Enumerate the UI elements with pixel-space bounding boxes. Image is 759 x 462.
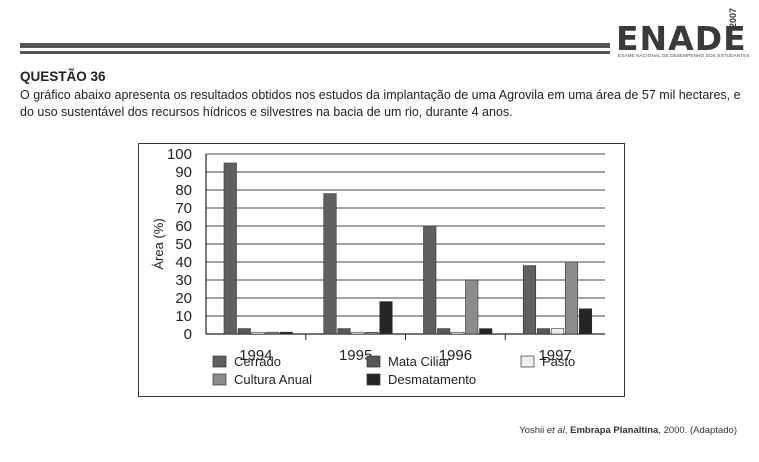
bar-cerrado: [223, 162, 237, 335]
y-tick-label: 0: [184, 326, 192, 343]
y-tick-label: 100: [167, 146, 192, 163]
source-authors: Yoshii: [519, 425, 547, 436]
logo-text: ENADE: [616, 19, 747, 58]
y-tick-label: 30: [175, 272, 192, 289]
legend-label: Cerrado: [234, 354, 281, 369]
bar-cultura-anual: [365, 331, 379, 335]
bar-mata-ciliar: [337, 328, 351, 335]
x-tick-label: 1995: [339, 347, 372, 364]
y-tick-label: 40: [175, 254, 192, 271]
bar-mata-ciliar: [437, 328, 451, 335]
y-tick-label: 60: [175, 218, 192, 235]
source-etal: et al: [546, 425, 565, 436]
legend-swatch: [212, 373, 227, 386]
legend-swatch: [366, 355, 381, 368]
bar-desmatamento: [379, 301, 393, 335]
bar-cultura-anual: [564, 261, 579, 335]
source-sep: ,: [564, 425, 571, 436]
bar-cerrado: [323, 193, 337, 335]
header-rule-top: [20, 43, 610, 48]
legend-swatch: [212, 355, 227, 368]
logo-year: 2007: [728, 7, 738, 28]
bar-cultura-anual: [465, 279, 479, 335]
bar-desmatamento: [479, 328, 493, 335]
logo-subtitle: EXAME NACIONAL DE DESEMPENHO DOS ESTUDAN…: [618, 53, 750, 58]
y-tick-label: 10: [175, 308, 192, 325]
x-tick-label: 1997: [538, 347, 571, 364]
bar-desmatamento: [279, 331, 293, 335]
legend-label: Desmatamento: [388, 372, 476, 387]
bar-cerrado: [423, 225, 437, 335]
legend-label: Cultura Anual: [234, 372, 312, 387]
y-axis-label: Área (%): [151, 218, 166, 269]
legend-label: Mata Ciliar: [388, 354, 451, 369]
bar-mata-ciliar: [237, 328, 251, 335]
source-citation: Yoshii et al, Embrapa Planaltina, 2000. …: [519, 425, 737, 436]
legend-label: Pasto: [542, 354, 575, 369]
source-publisher: Embrapa Planaltina: [570, 425, 659, 436]
source-rest: , 2000. (Adaptado): [658, 425, 737, 436]
y-tick-label: 50: [175, 236, 192, 253]
bar-pasto: [451, 331, 465, 335]
y-tick-label: 90: [175, 164, 192, 181]
bar-pasto: [251, 331, 265, 335]
bar-cerrado: [522, 265, 537, 335]
bar-pasto: [351, 331, 365, 335]
chart-frame: 0 10 20 30 40 50 60 70 80 90 100 Área (%) 1994 1995 19…: [138, 143, 625, 397]
question-text: O gráfico abaixo apresenta os resultados…: [20, 88, 741, 119]
header-rule-bottom: [20, 51, 610, 54]
bar-desmatamento: [578, 308, 593, 335]
bar-pasto: [550, 328, 565, 335]
legend-swatch: [520, 355, 535, 368]
y-tick-label: 80: [175, 182, 192, 199]
bar-mata-ciliar: [536, 328, 551, 335]
x-tick-label: 1994: [239, 347, 272, 364]
y-tick-label: 70: [175, 200, 192, 217]
enade-logo: ENADE 2007 EXAME NACIONAL DE DESEMPENHO …: [616, 8, 750, 64]
legend-swatch: [366, 373, 381, 386]
bar-cultura-anual: [265, 331, 279, 335]
question-title: QUESTÃO 36: [20, 69, 106, 84]
x-tick-label: 1996: [439, 347, 472, 364]
y-tick-label: 20: [175, 290, 192, 307]
